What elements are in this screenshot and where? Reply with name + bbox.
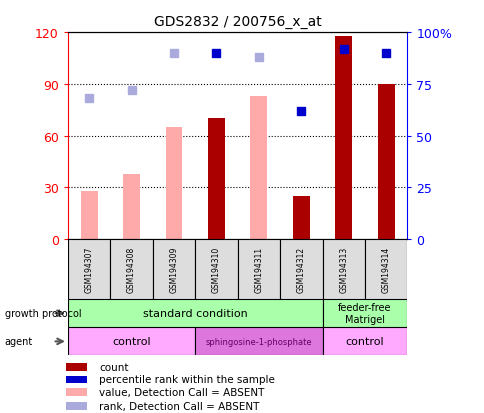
Text: sphingosine-1-phosphate: sphingosine-1-phosphate — [205, 337, 312, 346]
Text: GSM194311: GSM194311 — [254, 247, 263, 292]
Bar — [292, 197, 309, 240]
Title: GDS2832 / 200756_x_at: GDS2832 / 200756_x_at — [153, 15, 321, 29]
Text: GSM194308: GSM194308 — [127, 247, 136, 292]
Text: percentile rank within the sample: percentile rank within the sample — [99, 375, 275, 385]
Bar — [152, 240, 195, 299]
Bar — [68, 328, 195, 356]
Text: GSM194314: GSM194314 — [381, 247, 390, 292]
Bar — [195, 328, 322, 356]
Text: growth protocol: growth protocol — [5, 309, 81, 318]
Bar — [280, 240, 322, 299]
Text: control: control — [345, 337, 383, 347]
Text: value, Detection Call = ABSENT: value, Detection Call = ABSENT — [99, 387, 264, 397]
Bar — [66, 389, 87, 396]
Bar — [66, 402, 87, 410]
Text: standard condition: standard condition — [143, 309, 247, 318]
Bar — [377, 85, 394, 240]
Bar — [80, 191, 97, 240]
Bar — [322, 299, 407, 328]
Text: control: control — [112, 337, 151, 347]
Bar — [237, 240, 280, 299]
Text: agent: agent — [5, 337, 33, 347]
Bar — [68, 299, 322, 328]
Bar — [322, 240, 364, 299]
Text: GSM194312: GSM194312 — [296, 247, 305, 292]
Bar — [195, 240, 237, 299]
Bar — [334, 36, 351, 240]
Text: GSM194310: GSM194310 — [212, 247, 221, 292]
Text: GSM194313: GSM194313 — [338, 247, 348, 292]
Bar — [123, 174, 140, 240]
Bar — [68, 240, 110, 299]
Text: GSM194307: GSM194307 — [84, 246, 93, 293]
Bar — [66, 376, 87, 383]
Bar — [110, 240, 152, 299]
Bar — [322, 328, 407, 356]
Bar — [208, 119, 225, 240]
Bar — [250, 97, 267, 240]
Bar — [66, 363, 87, 370]
Text: count: count — [99, 362, 129, 372]
Text: feeder-free
Matrigel: feeder-free Matrigel — [337, 303, 391, 324]
Text: rank, Detection Call = ABSENT: rank, Detection Call = ABSENT — [99, 401, 259, 411]
Text: GSM194309: GSM194309 — [169, 246, 178, 293]
Bar — [165, 128, 182, 240]
Bar — [364, 240, 407, 299]
